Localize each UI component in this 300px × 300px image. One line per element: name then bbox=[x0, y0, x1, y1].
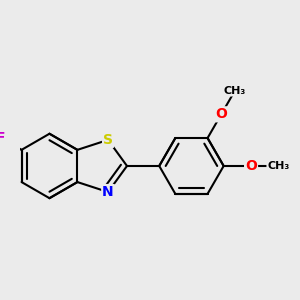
Text: CH₃: CH₃ bbox=[267, 161, 290, 171]
Text: F: F bbox=[0, 131, 5, 145]
Text: CH₃: CH₃ bbox=[224, 85, 246, 96]
Text: O: O bbox=[215, 107, 227, 121]
Text: S: S bbox=[103, 133, 113, 147]
Text: O: O bbox=[245, 159, 257, 173]
Text: N: N bbox=[102, 185, 114, 199]
